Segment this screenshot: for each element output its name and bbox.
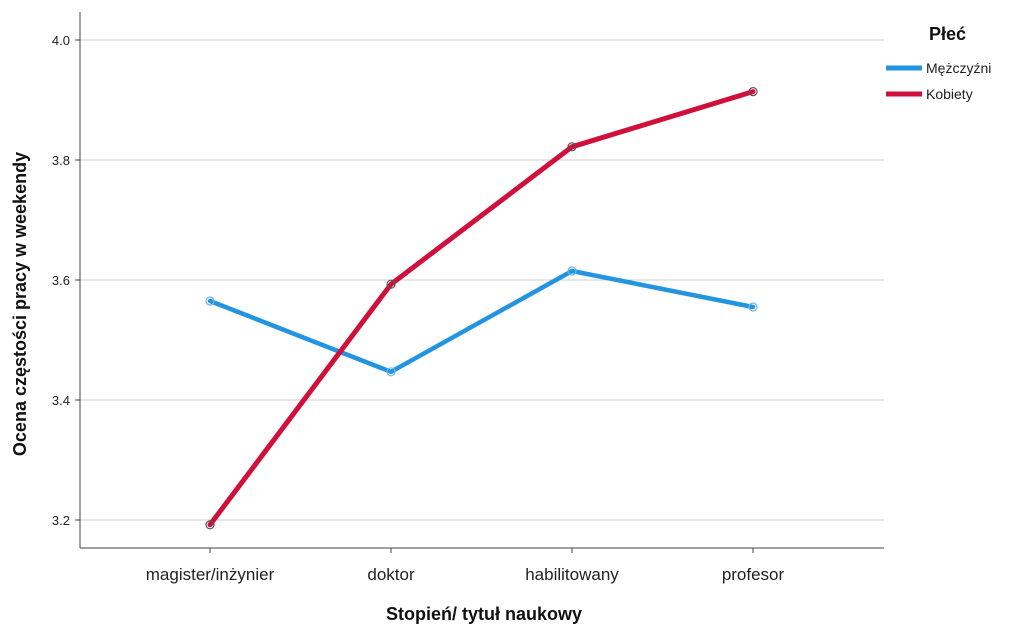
x-axis-title: Stopień/ tytuł naukowy [386,604,582,624]
data-point [205,520,215,530]
legend: Płeć Mężczyźni Kobiety [886,24,991,102]
y-ticks: 3.2 3.4 3.6 3.8 4.0 [52,33,80,528]
data-point [567,266,577,276]
series-points [205,86,758,530]
y-tick-label: 4.0 [52,33,70,48]
data-point [386,279,396,289]
data-point [205,296,215,306]
x-tick-label: profesor [722,565,785,584]
data-point [567,142,577,152]
data-point [386,367,396,377]
legend-title: Płeć [929,24,966,44]
x-tick-label: habilitowany [525,565,619,584]
legend-label: Kobiety [926,86,973,102]
x-ticks: magister/inżynier doktor habilitowany profe… [146,548,785,584]
series-line [207,89,756,528]
y-axis-title: Ocena częstości pracy w weekendy [10,152,30,456]
y-tick-label: 3.8 [52,153,70,168]
y-tick-label: 3.2 [52,513,70,528]
x-tick-label: doktor [367,565,415,584]
legend-label: Mężczyźni [926,60,991,76]
x-tick-label: magister/inżynier [146,565,275,584]
series-line [207,268,756,375]
data-point [748,302,758,312]
series-lines [207,89,756,528]
y-tick-label: 3.4 [52,393,70,408]
gridlines [80,39,884,521]
legend-items: Mężczyźni Kobiety [886,60,991,102]
y-tick-label: 3.6 [52,273,70,288]
data-point [748,86,758,97]
